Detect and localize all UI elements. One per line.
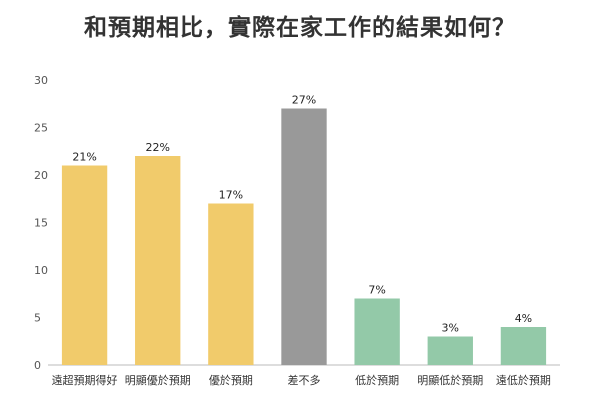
y-tick-label: 0 [34,359,41,372]
bar [354,298,400,365]
y-tick-label: 20 [34,169,48,182]
x-tick-label: 低於預期 [355,373,399,387]
bar [500,327,547,365]
bar [61,165,108,365]
y-tick-label: 25 [34,122,48,135]
x-tick-label: 優於預期 [209,373,253,387]
y-tick-label: 10 [34,264,48,277]
y-tick-label: 5 [34,312,41,325]
bar [208,203,254,365]
y-tick-label: 30 [34,74,48,87]
data-label: 7% [368,284,385,297]
data-label: 17% [219,189,243,202]
x-tick-label: 明顯低於預期 [417,373,483,387]
data-label: 27% [292,94,316,107]
data-label: 3% [442,322,459,335]
data-label: 4% [515,312,532,325]
data-label: 21% [72,151,96,164]
y-axis: 0 5 10 15 20 25 30 [34,74,48,372]
data-labels: 21% 22% 17% 27% 7% 3% 4% [72,94,532,335]
x-tick-label: 差不多 [288,373,321,387]
x-tick-label: 明顯優於預期 [125,373,191,387]
chart-title: 和預期相比，實際在家工作的結果如何？ [84,15,516,41]
x-axis: 遠超預期得好 明顯優於預期 優於預期 差不多 低於預期 明顯低於預期 遠低於預期 [52,373,551,387]
x-tick-label: 遠超預期得好 [52,373,118,387]
y-tick-label: 15 [34,217,48,230]
x-tick-label: 遠低於預期 [496,373,551,387]
data-label: 22% [145,141,169,154]
bars [61,108,547,365]
bar [281,108,327,365]
bar [427,336,473,365]
bar [135,156,181,365]
